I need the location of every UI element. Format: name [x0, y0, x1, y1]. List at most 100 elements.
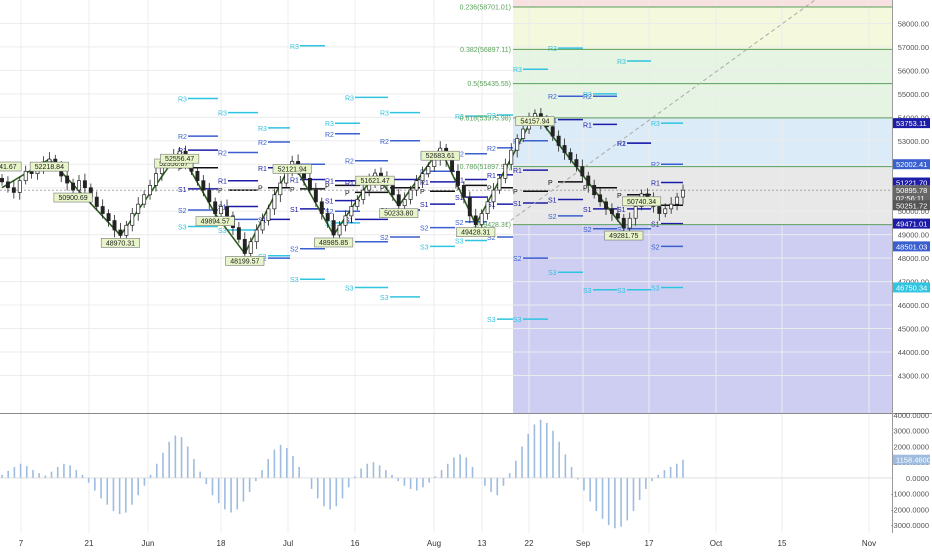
candle-down — [236, 227, 241, 240]
price-label-text: 52350.87 — [159, 161, 188, 168]
pivot-r3-label: R3 — [455, 114, 464, 121]
candle-down — [201, 180, 206, 191]
pivot-s1-label: S1 — [325, 199, 334, 206]
price-axis-marker — [893, 218, 930, 229]
pivot-s2-label: S2 — [583, 227, 592, 234]
pivot-r2-label: R2 — [651, 162, 660, 169]
pivot-r3-label: R3 — [651, 121, 660, 128]
pivot-s3-label: S3 — [380, 295, 389, 302]
pivot-r1-label: R1 — [325, 179, 334, 186]
pivot-p-label: P — [178, 166, 183, 173]
price-axis-marker — [893, 193, 930, 204]
fib-zone-1 — [513, 7, 892, 50]
candle-up — [17, 180, 22, 193]
candle-up — [361, 189, 366, 200]
candle-up — [272, 194, 277, 210]
candle-up — [23, 170, 28, 182]
candle-down — [65, 175, 70, 184]
price-label-text: 52218.84 — [35, 164, 64, 171]
candle-down — [100, 206, 105, 214]
candle-up — [681, 189, 685, 198]
candle-down — [568, 152, 573, 160]
pivot-p-label: P — [583, 186, 588, 193]
candle-down — [592, 185, 597, 196]
time-axis-tick: 18 — [217, 539, 226, 548]
time-axis-tick: 17 — [645, 539, 654, 548]
candle-down — [82, 180, 87, 189]
pivot-s2-label: S2 — [487, 235, 496, 242]
pivot-r1-label: R1 — [513, 168, 522, 175]
time-axis-tick: 7 — [19, 539, 24, 548]
pivot-s2-label: S2 — [290, 247, 299, 254]
price-label-text: 54157.94 — [520, 119, 549, 126]
candle-up — [426, 166, 431, 174]
candle-up — [675, 196, 680, 205]
fib-zone-6 — [513, 224, 892, 413]
pivot-r3-label: R3 — [218, 111, 227, 118]
pivot-s2-label: S2 — [548, 214, 557, 221]
price-axis-tick: 50000.00 — [898, 207, 929, 216]
candle-up — [142, 194, 147, 205]
candle-up — [515, 138, 520, 151]
candle-up — [485, 201, 490, 214]
time-axis-tick: Jun — [142, 539, 155, 548]
pivot-s2-label: S2 — [617, 227, 626, 234]
candle-up — [627, 217, 632, 229]
candle-down — [461, 185, 466, 198]
price-label-text: 52556.47 — [165, 156, 194, 163]
pivot-s3-label: S3 — [548, 270, 557, 277]
candle-up — [408, 189, 413, 200]
time-axis-tick: Nov — [862, 539, 876, 548]
candle-up — [154, 173, 158, 186]
pivot-s1-label: S1 — [617, 207, 626, 214]
candle-up — [432, 159, 437, 167]
time-axis-tick: 16 — [351, 539, 360, 548]
pivot-r1-label: R1 — [651, 181, 660, 188]
pivot-s2-label: S2 — [455, 220, 464, 227]
pivot-r1-label: R1 — [178, 148, 187, 155]
candle-down — [657, 206, 662, 214]
fib-zone-2 — [513, 49, 892, 84]
price-axis-tick: 48000.00 — [898, 254, 929, 263]
price-label-box — [515, 116, 555, 126]
price-axis-marker-text: 50251.72 — [896, 201, 927, 210]
pivot-s3-label: S3 — [178, 224, 187, 231]
histogram-axis: 4000.00003000.00002000.00001000.00000.00… — [891, 411, 931, 530]
price-axis-tick: 58000.00 — [898, 19, 929, 28]
candle-down — [556, 135, 561, 146]
price-axis-tick: 49000.00 — [898, 231, 929, 240]
price-label-box — [0, 161, 22, 172]
candle-up — [479, 213, 484, 225]
price-axis-tick: 55000.00 — [898, 90, 929, 99]
pivot-s3-label: S3 — [455, 239, 464, 246]
grid — [0, 0, 932, 533]
price-axis-marker-text: 52002.41 — [896, 160, 927, 169]
time-axis-tick: 13 — [478, 539, 487, 548]
pivot-p-label: P — [345, 190, 350, 197]
candle-up — [355, 199, 360, 207]
pivot-r1-label: R1 — [345, 181, 354, 188]
candle-down — [112, 220, 117, 231]
price-axis-tick: 43000.00 — [898, 371, 929, 380]
candle-down — [5, 181, 10, 189]
fib-level-label: 0.5(55435.55) — [467, 81, 511, 88]
pivot-s2-label: S2 — [420, 226, 429, 233]
pivot-p-label: P — [513, 189, 518, 196]
candle-down — [242, 239, 247, 254]
candle-down — [325, 213, 330, 221]
candle-down — [550, 126, 555, 137]
candle-down — [396, 194, 401, 207]
price-label-text: 50900.69 — [58, 195, 87, 202]
candle-down — [467, 196, 472, 217]
candle-up — [414, 180, 419, 191]
price-axis-marker — [893, 159, 930, 170]
trend-projection-line — [504, 0, 816, 226]
candle-up — [503, 163, 508, 179]
pivot-s3-label: S3 — [513, 317, 522, 324]
pivot-r2-label: R2 — [420, 169, 429, 176]
candle-down — [195, 170, 200, 182]
candle-up — [349, 206, 354, 217]
candle-up — [337, 224, 342, 236]
price-label-box — [420, 150, 460, 161]
price-axis-marker — [893, 282, 930, 293]
